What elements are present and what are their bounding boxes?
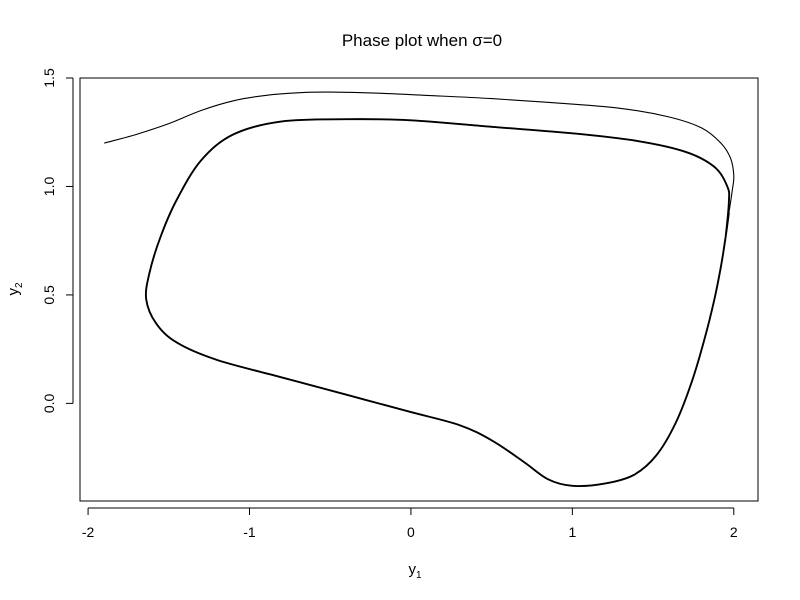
- x-tick-label: 0: [407, 524, 415, 540]
- transient-trajectory-line: [104, 91, 735, 213]
- x-axis-title: y1: [408, 561, 422, 581]
- x-axis-title-subscript: 1: [416, 570, 422, 581]
- y-axis-title-main: y: [5, 288, 22, 296]
- y-tick-label: 0.0: [41, 393, 57, 413]
- x-tick-label: 1: [568, 524, 576, 540]
- y-axis-title: y2: [5, 282, 25, 296]
- y-axis: 0.0 0.5 1.0 1.5: [41, 68, 74, 413]
- x-tick-label: 2: [730, 524, 738, 540]
- x-tick-label: -1: [243, 524, 256, 540]
- x-axis-title-main: y: [408, 561, 416, 578]
- limit-cycle-line: [144, 118, 731, 487]
- chart-title: Phase plot when σ=0: [342, 31, 502, 50]
- x-tick-label: -2: [82, 524, 95, 540]
- y-axis-title-subscript: 2: [14, 282, 25, 288]
- plot-frame: [79, 77, 759, 502]
- y-tick-label: 1.0: [41, 177, 57, 197]
- series-layer: [104, 91, 735, 487]
- x-axis: -2 -1 0 1 2: [82, 507, 738, 540]
- y-tick-label: 0.5: [41, 285, 57, 305]
- y-tick-label: 1.5: [41, 68, 57, 88]
